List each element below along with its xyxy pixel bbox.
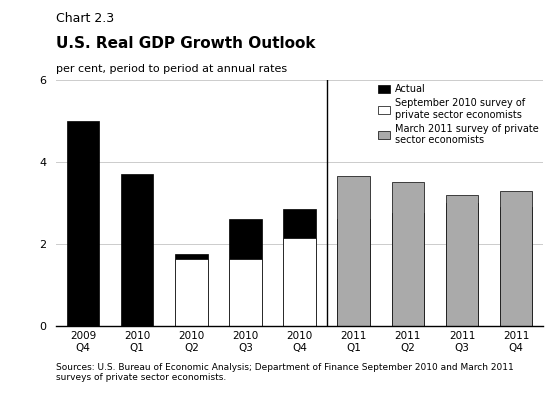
Bar xyxy=(121,174,153,326)
Bar xyxy=(500,191,533,326)
Bar xyxy=(175,254,208,326)
Text: U.S. Real GDP Growth Outlook: U.S. Real GDP Growth Outlook xyxy=(56,36,315,51)
Bar xyxy=(391,182,424,326)
Bar xyxy=(338,219,370,326)
Legend: Actual, September 2010 survey of
private sector economists, March 2011 survey of: Actual, September 2010 survey of private… xyxy=(378,84,538,145)
Bar xyxy=(446,195,478,326)
Bar xyxy=(338,176,370,326)
Bar xyxy=(175,259,208,326)
Bar xyxy=(391,213,424,326)
Text: Chart 2.3: Chart 2.3 xyxy=(56,12,114,25)
Bar xyxy=(283,209,316,326)
Text: per cent, period to period at annual rates: per cent, period to period at annual rat… xyxy=(56,64,287,74)
Bar xyxy=(67,121,99,326)
Bar xyxy=(229,219,262,326)
Text: Sources: U.S. Bureau of Economic Analysis; Department of Finance September 2010 : Sources: U.S. Bureau of Economic Analysi… xyxy=(56,363,514,382)
Bar xyxy=(446,203,478,326)
Bar xyxy=(283,238,316,326)
Bar xyxy=(500,207,533,326)
Bar xyxy=(229,259,262,326)
